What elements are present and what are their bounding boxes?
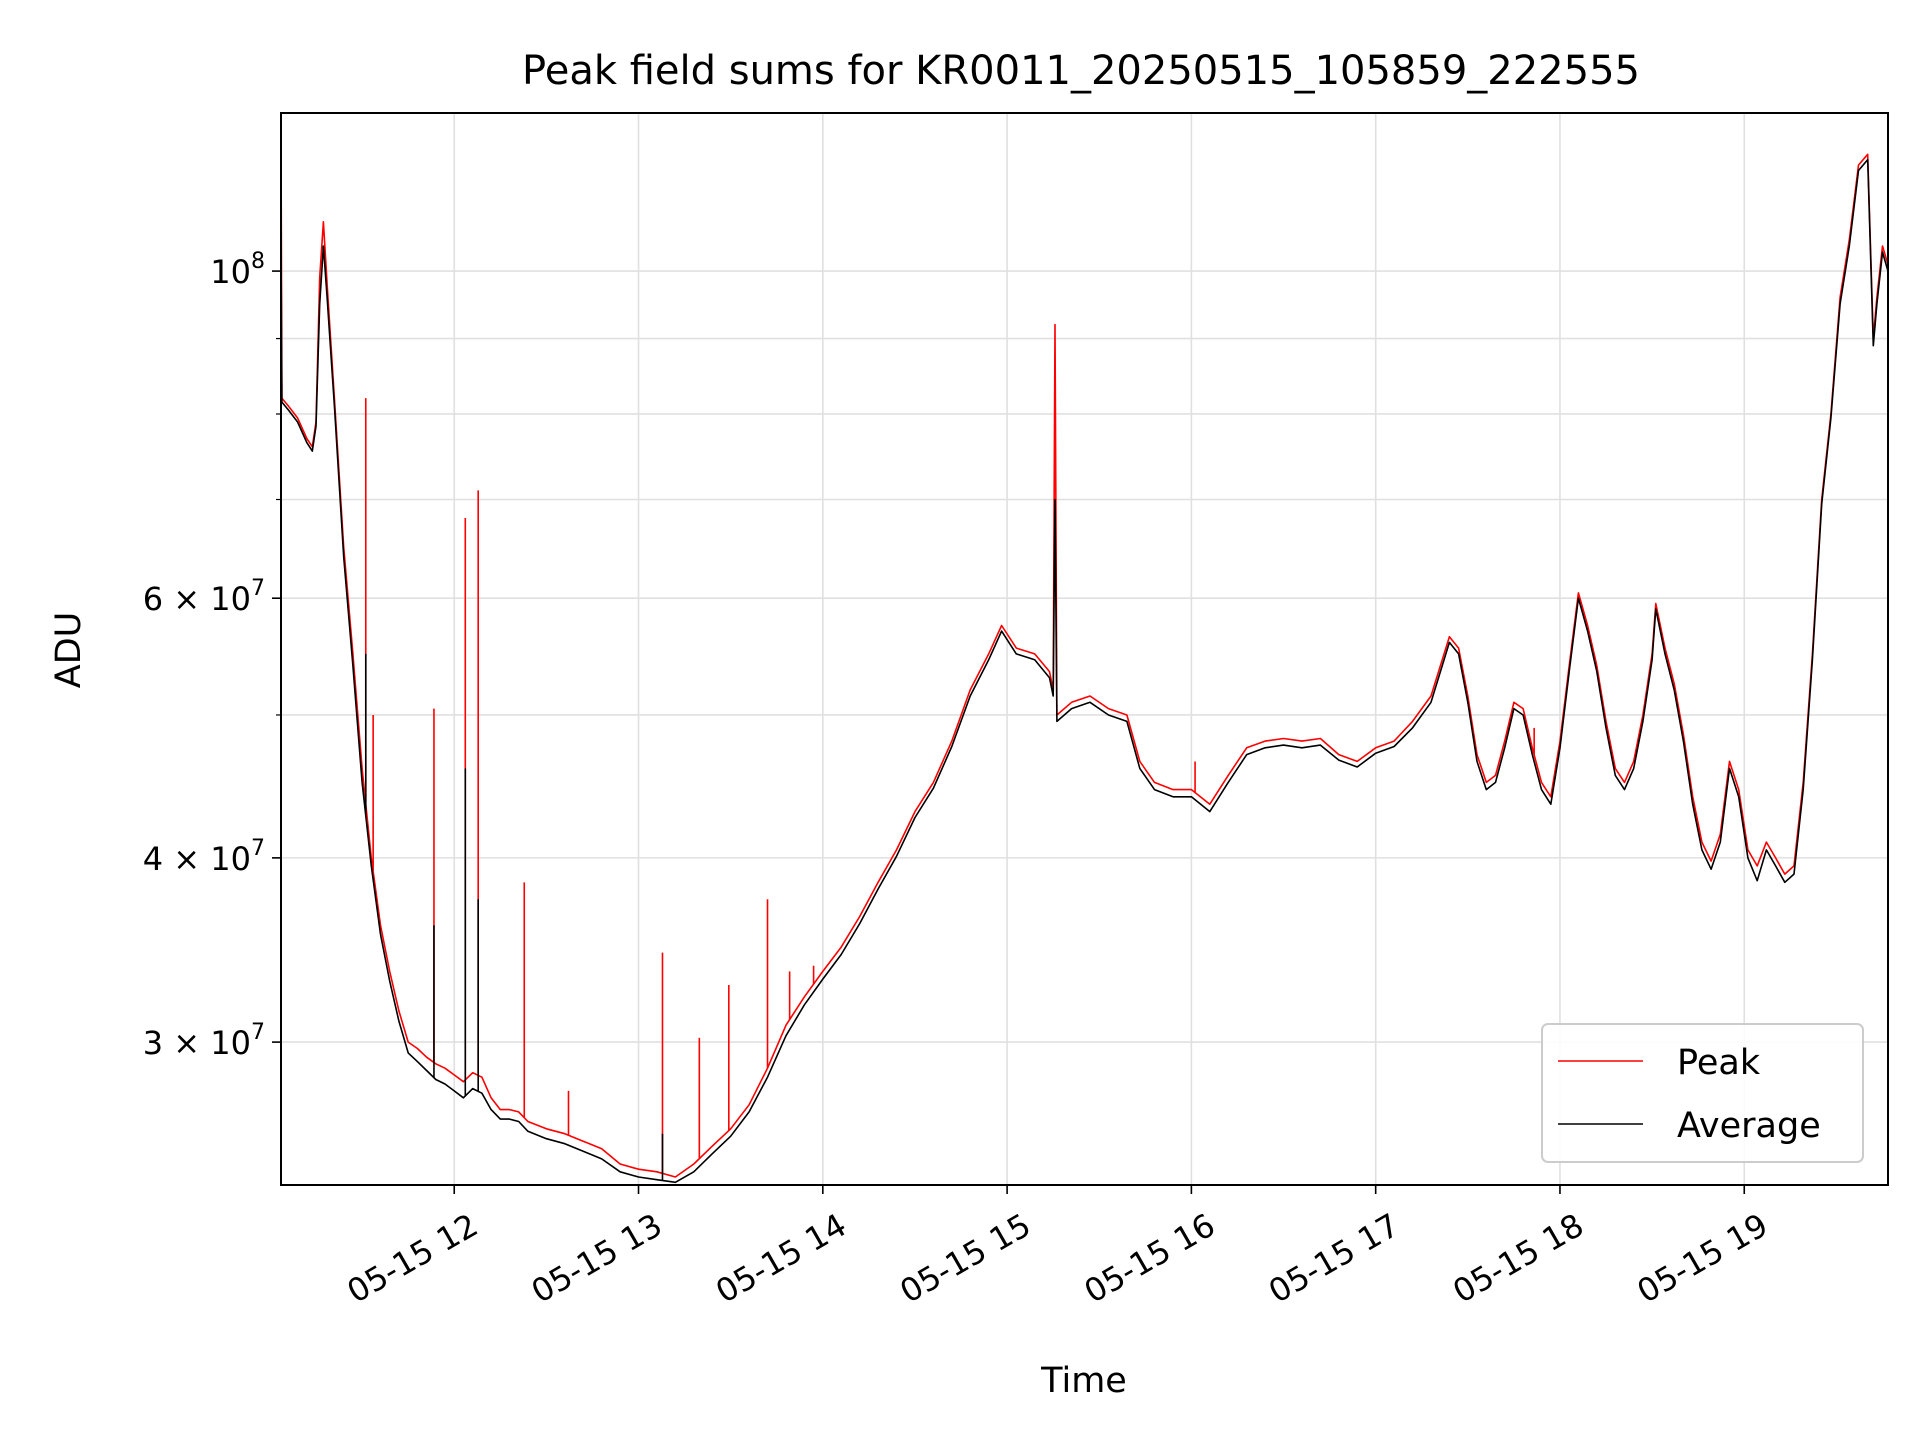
chart-title: Peak field sums for KR0011_20250515_1058… [522,48,1640,94]
y-tick-label: 6 × 107 [143,576,265,618]
series-line-average [281,158,1888,1184]
series-line-peak [281,133,1888,1178]
plot-series [281,133,1888,1184]
y-axis-ticks: 108 6 × 107 4 × 107 3 × 107 [143,249,281,1062]
y-tick-label: 108 [210,249,265,291]
legend: Peak Average [1541,1023,1864,1163]
grid-lines [281,113,1888,1185]
y-tick-label: 3 × 107 [143,1020,265,1062]
legend-label-average: Average [1677,1106,1821,1146]
legend-box [1541,1023,1864,1163]
legend-label-peak: Peak [1677,1043,1761,1083]
x-axis-label: Time [1040,1361,1127,1401]
y-axis-label: ADU [49,612,89,689]
y-tick-label: 4 × 107 [143,836,265,878]
plot-frame [280,112,1889,1186]
